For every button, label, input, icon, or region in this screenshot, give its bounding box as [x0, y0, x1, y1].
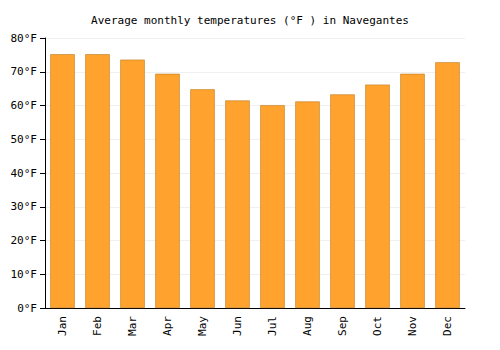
- svg-text:Sep: Sep: [336, 316, 349, 336]
- svg-text:Jan: Jan: [56, 316, 69, 336]
- svg-text:Feb: Feb: [91, 316, 104, 336]
- svg-text:May: May: [196, 316, 209, 336]
- svg-text:10°F: 10°F: [11, 268, 38, 281]
- svg-text:Jul: Jul: [266, 316, 279, 336]
- svg-text:Jun: Jun: [231, 316, 244, 336]
- svg-text:60°F: 60°F: [11, 99, 38, 112]
- svg-text:Aug: Aug: [301, 316, 314, 336]
- svg-text:30°F: 30°F: [11, 200, 38, 213]
- svg-text:Dec: Dec: [441, 316, 454, 336]
- svg-text:Oct: Oct: [371, 316, 384, 336]
- svg-text:Nov: Nov: [406, 316, 419, 336]
- svg-text:20°F: 20°F: [11, 234, 38, 247]
- svg-text:Apr: Apr: [161, 316, 174, 336]
- svg-text:Average monthly temperatures (: Average monthly temperatures (°F ) in Na…: [91, 14, 409, 27]
- svg-text:70°F: 70°F: [11, 65, 38, 78]
- svg-text:80°F: 80°F: [11, 32, 38, 45]
- svg-text:50°F: 50°F: [11, 133, 38, 146]
- svg-text:Mar: Mar: [126, 316, 139, 336]
- svg-text:40°F: 40°F: [11, 167, 38, 180]
- svg-text:0°F: 0°F: [17, 302, 37, 315]
